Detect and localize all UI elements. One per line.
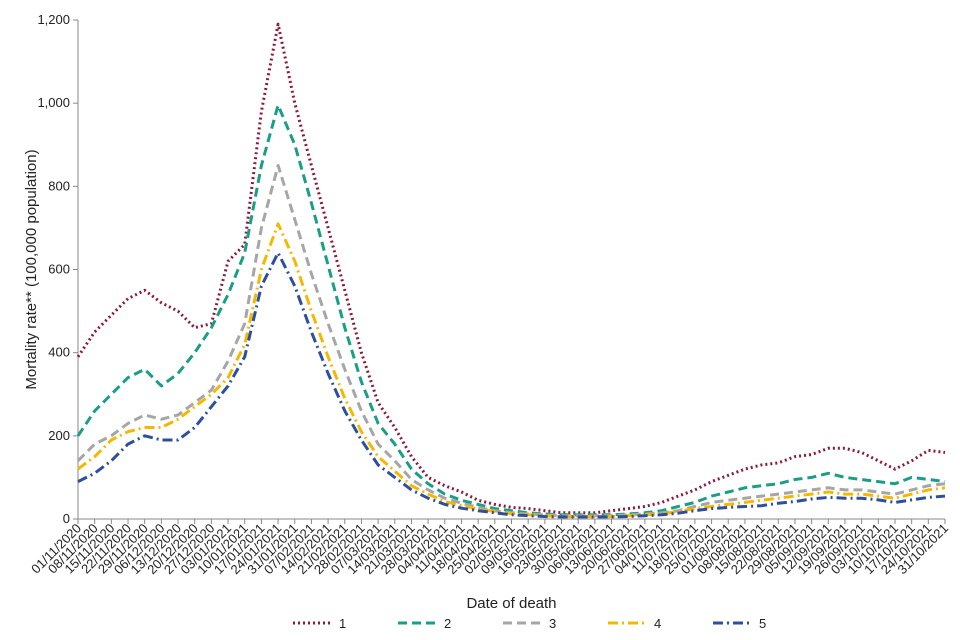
y-tick-label: 0 xyxy=(63,511,70,526)
y-axis-ticks: 0 200 400 600 800 1,000 1,200 xyxy=(37,12,78,526)
y-tick-label: 1,200 xyxy=(37,12,70,27)
legend-label-5: 5 xyxy=(759,616,766,631)
legend-label-1: 1 xyxy=(339,616,346,631)
series-line-4 xyxy=(77,222,946,518)
axes xyxy=(77,20,945,520)
legend-label-2: 2 xyxy=(444,616,451,631)
y-axis-title: Mortality rate** (100,000 population) xyxy=(23,149,40,389)
series-lines xyxy=(76,22,946,519)
y-tick-label: 200 xyxy=(48,428,70,443)
y-tick-label: 600 xyxy=(48,262,70,277)
y-tick-label: 1,000 xyxy=(37,95,70,110)
series-line-2 xyxy=(76,103,946,517)
y-tick-label: 400 xyxy=(48,345,70,360)
y-tick-label: 800 xyxy=(48,178,70,193)
series-line-3 xyxy=(76,164,946,518)
legend: 1 2 3 4 5 xyxy=(293,616,766,631)
legend-label-4: 4 xyxy=(654,616,661,631)
x-axis-title: Date of death xyxy=(466,595,556,612)
x-axis-ticks: 01/11/202008/11/202015/11/202022/11/2020… xyxy=(28,519,951,577)
legend-label-3: 3 xyxy=(549,616,556,631)
series-line-1 xyxy=(76,22,946,515)
series-line-5 xyxy=(77,251,946,519)
